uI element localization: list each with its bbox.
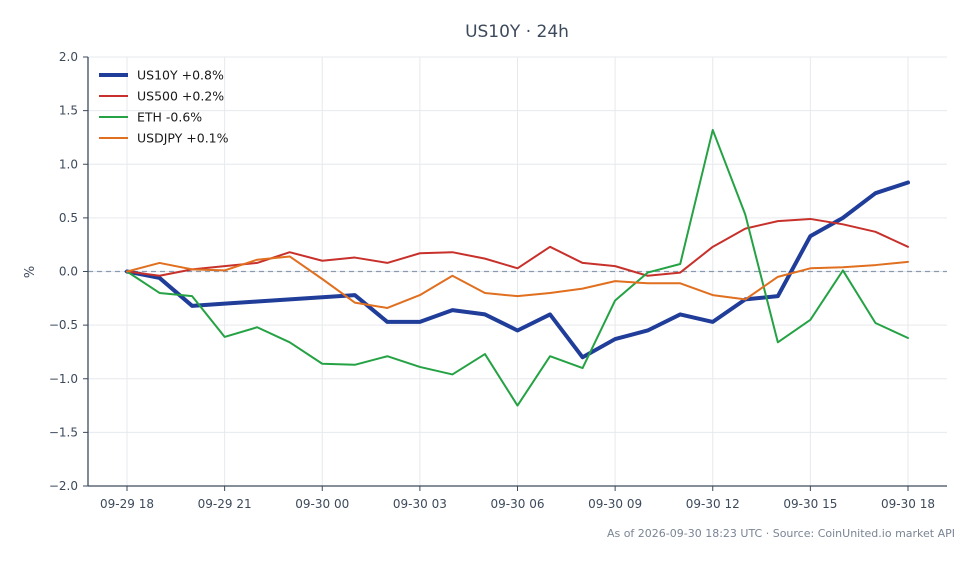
y-tick-label: 1.0 xyxy=(59,157,78,171)
source-footer: As of 2026-09-30 18:23 UTC · Source: Coi… xyxy=(607,527,955,540)
x-tick-label: 09-29 18 xyxy=(100,497,154,511)
series-line-3 xyxy=(126,255,909,309)
chart-title: US10Y · 24h xyxy=(465,22,569,42)
x-tick-label: 09-30 12 xyxy=(686,497,740,511)
series-line-0 xyxy=(125,180,910,360)
x-tick-label: 09-30 09 xyxy=(588,497,642,511)
y-tick-label: −1.0 xyxy=(49,372,78,386)
legend-label: US10Y +0.8% xyxy=(137,68,224,83)
series-lines xyxy=(125,128,910,407)
y-tick-label: 0.0 xyxy=(59,265,78,279)
x-tick-label: 09-30 18 xyxy=(881,497,935,511)
y-tick-label: −1.5 xyxy=(49,425,78,439)
y-tick-label: 2.0 xyxy=(59,50,78,64)
y-tick-label: 0.5 xyxy=(59,211,78,225)
legend: US10Y +0.8% US500 +0.2% ETH -0.6% USDJPY +0… xyxy=(99,68,229,146)
y-axis-label: % xyxy=(23,266,38,278)
x-tick-label: 09-30 00 xyxy=(295,497,349,511)
series-line-1 xyxy=(126,217,909,277)
y-tick-label: −2.0 xyxy=(49,479,78,493)
x-tick-label: 09-30 06 xyxy=(491,497,545,511)
y-axis-ticks: −2.0 −1.5 −1.0 −0.5 0.0 0.5 1.0 1.5 2.0 xyxy=(49,50,88,493)
legend-label: USDJPY +0.1% xyxy=(137,131,229,146)
x-axis-ticks: 09-29 18 09-29 21 09-30 00 09-30 03 09-30 06… xyxy=(100,486,935,511)
series-line-2 xyxy=(126,128,909,407)
legend-label: US500 +0.2% xyxy=(137,89,224,104)
y-tick-label: −0.5 xyxy=(49,318,78,332)
x-tick-label: 09-30 15 xyxy=(783,497,837,511)
x-tick-label: 09-30 03 xyxy=(393,497,447,511)
y-tick-label: 1.5 xyxy=(59,104,78,118)
legend-label: ETH -0.6% xyxy=(137,110,202,125)
x-tick-label: 09-29 21 xyxy=(198,497,252,511)
